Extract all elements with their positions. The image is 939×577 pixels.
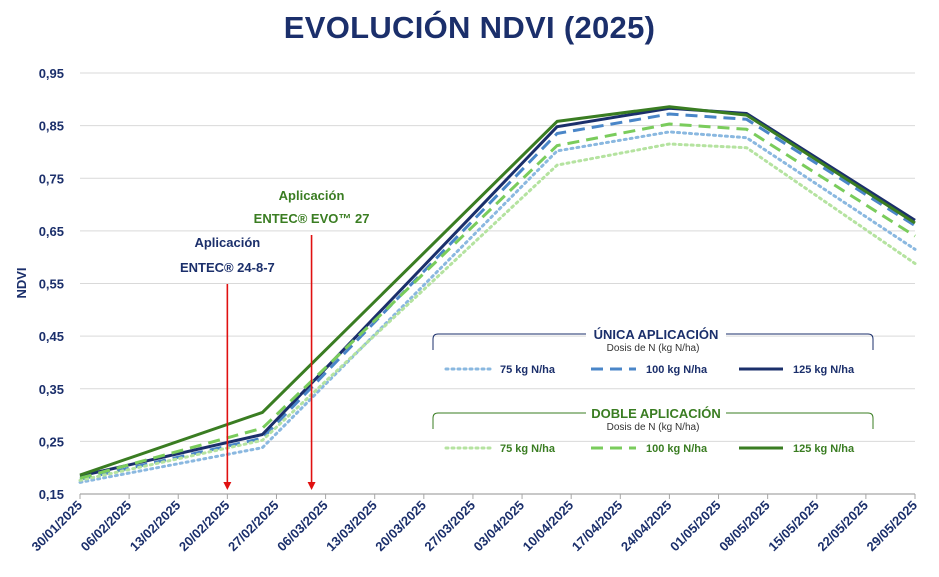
y-tick-label: 0,75	[39, 171, 64, 186]
series-line-unica-75	[78, 130, 917, 484]
legend-group-subtitle: Dosis de N (kg N/ha)	[607, 343, 700, 354]
legend-item-label: 75 kg N/ha	[500, 364, 556, 376]
x-tick-label: 06/02/2025	[78, 498, 135, 555]
annotation-label: ENTEC® EVO™ 27	[254, 211, 370, 226]
x-tick-label: 29/05/2025	[863, 498, 920, 555]
x-tick-label: 20/02/2025	[176, 498, 233, 555]
x-tick-label: 13/03/2025	[323, 498, 380, 555]
legend-group-title: ÚNICA APLICACIÓN	[594, 327, 719, 342]
series-line-unica-100	[79, 112, 916, 481]
x-tick-label: 01/05/2025	[667, 498, 724, 555]
x-tick-label: 17/04/2025	[569, 498, 626, 555]
series-lines	[78, 105, 917, 484]
arrow-head-icon	[223, 482, 232, 490]
y-axis-label: NDVI	[14, 267, 29, 298]
chart-title: EVOLUCIÓN NDVI (2025)	[283, 10, 656, 45]
x-tick-label: 27/02/2025	[225, 498, 282, 555]
legend-group-subtitle: Dosis de N (kg N/ha)	[607, 422, 700, 433]
x-tick-label: 13/02/2025	[127, 498, 184, 555]
annotation-label: Aplicación	[279, 188, 345, 203]
legend-item-label: 100 kg N/ha	[646, 443, 708, 455]
y-axis-ticks: 0,95 0,85 0,75 0,65 0,55 0,45 0,35 0,25 0,15	[39, 66, 64, 502]
y-tick-label: 0,25	[39, 434, 64, 449]
series-line-doble-125	[79, 105, 916, 477]
arrow-head-icon	[307, 482, 316, 490]
series-line-doble-75	[78, 142, 917, 482]
x-tick-label: 27/03/2025	[421, 498, 478, 555]
annotations: Aplicación ENTEC® 24-8-7 Aplicación ENTEC® …	[180, 188, 370, 490]
y-tick-label: 0,85	[39, 119, 64, 134]
legend-item-label: 75 kg N/ha	[500, 443, 556, 455]
x-axis	[79, 493, 916, 499]
x-tick-label: 20/03/2025	[372, 498, 429, 555]
x-tick-label: 03/04/2025	[471, 498, 528, 555]
annotation-label: Aplicación	[194, 235, 260, 250]
y-tick-label: 0,35	[39, 382, 64, 397]
x-tick-label: 24/04/2025	[618, 498, 675, 555]
series-line-doble-100	[79, 122, 916, 480]
legend-title-bg	[586, 326, 726, 341]
x-tick-label: 06/03/2025	[274, 498, 331, 555]
x-tick-label: 10/04/2025	[520, 498, 577, 555]
y-tick-label: 0,55	[39, 277, 64, 292]
grid-lines	[80, 72, 915, 442]
y-tick-label: 0,95	[39, 66, 64, 81]
y-tick-label: 0,45	[39, 329, 64, 344]
x-tick-label: 22/05/2025	[814, 498, 871, 555]
legend-item-label: 125 kg N/ha	[793, 364, 855, 376]
annotation-label: ENTEC® 24-8-7	[180, 260, 275, 275]
legend-item-label: 100 kg N/ha	[646, 364, 708, 376]
legend-title-bg	[586, 405, 726, 420]
legend-item-label: 125 kg N/ha	[793, 443, 855, 455]
x-tick-label: 08/05/2025	[716, 498, 773, 555]
x-tick-label: 30/01/2025	[28, 498, 85, 555]
x-tick-label: 15/05/2025	[765, 498, 822, 555]
y-tick-label: 0,65	[39, 224, 64, 239]
legend-group-title: DOBLE APLICACIÓN	[591, 406, 721, 421]
y-tick-label: 0,15	[39, 487, 64, 502]
x-axis-ticks: 30/01/202506/02/202513/02/202520/02/2025…	[28, 498, 920, 555]
series-line-unica-125	[79, 106, 916, 478]
